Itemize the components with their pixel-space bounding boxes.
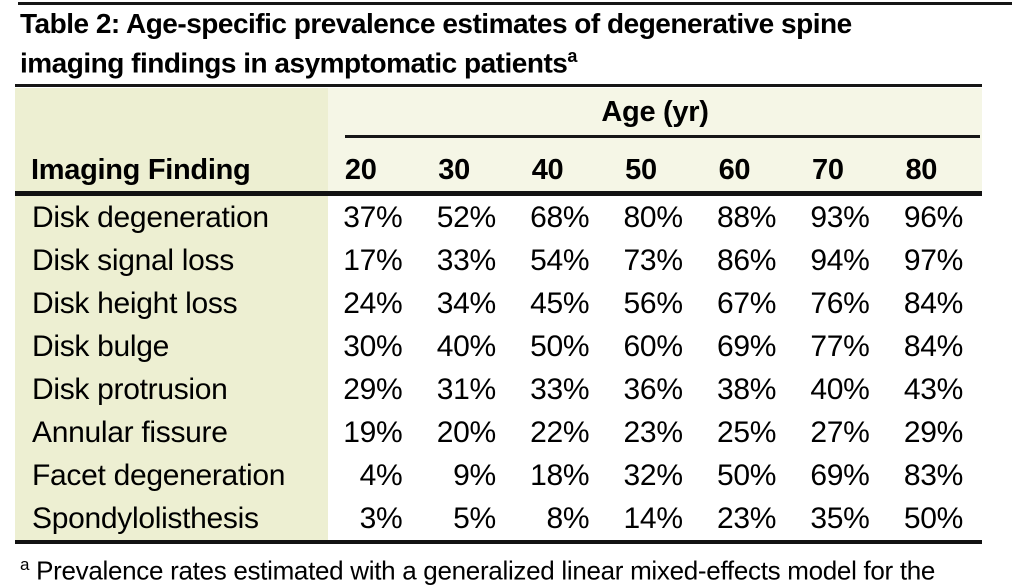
value-cell: 38% [716, 372, 777, 406]
age-group-header: Age (yr) [601, 96, 709, 128]
column-header-imaging-finding: Imaging Finding [31, 154, 251, 186]
value-cell: 76% [810, 286, 870, 320]
value-cell: 24% [343, 286, 403, 320]
table-row: Spondylolisthesis 3% 5% 8% 14% 23% 35% 5… [15, 497, 982, 540]
value-cell: 33% [436, 243, 496, 277]
value-cell: 9% [453, 458, 496, 492]
value-cell: 30% [343, 329, 403, 363]
value-cell: 18% [530, 458, 590, 492]
value-cell: 19% [343, 415, 403, 449]
title-divider-rule [15, 84, 982, 87]
value-cell: 40% [436, 329, 496, 363]
table-row: Disk bulge 30% 40% 50% 60% 69% 77% 84% [15, 325, 982, 368]
value-cell: 31% [436, 372, 496, 406]
value-cell: 54% [530, 243, 590, 277]
table-row: Annular fissure 19% 20% 22% 23% 25% 27% … [15, 411, 982, 454]
finding-cell: Disk degeneration [15, 196, 328, 239]
footnote-text: Prevalence rates estimated with a genera… [36, 555, 936, 586]
value-cell: 69% [716, 329, 777, 363]
value-cell: 84% [903, 286, 963, 320]
title-footnote-marker: a [567, 46, 577, 66]
value-cell: 68% [530, 200, 590, 234]
table-title-line1: Table 2: Age-specific prevalence estimat… [20, 8, 852, 39]
value-cell: 17% [343, 243, 403, 277]
value-cell: 84% [903, 329, 963, 363]
table-bottom-rule [15, 540, 982, 544]
value-cell: 69% [810, 458, 870, 492]
table-footnote: a Prevalence rates estimated with a gene… [20, 548, 1005, 588]
table-title-line2: imaging findings in asymptomatic patient… [20, 46, 577, 79]
table-header: Age (yr) Imaging Finding 20 30 40 50 60 … [15, 88, 982, 192]
value-cell: 97% [903, 243, 963, 277]
table-row: Disk degeneration 37% 52% 68% 80% 88% 93… [15, 196, 982, 239]
value-cell: 33% [530, 372, 590, 406]
finding-cell: Disk height loss [15, 282, 328, 325]
table-row: Disk height loss 24% 34% 45% 56% 67% 76%… [15, 282, 982, 325]
value-cell: 88% [716, 200, 777, 234]
value-cell: 73% [623, 243, 683, 277]
value-cell: 80% [623, 200, 683, 234]
table-row: Facet degeneration 4% 9% 18% 32% 50% 69%… [15, 454, 982, 497]
value-cell: 93% [810, 200, 870, 234]
value-cell: 60% [623, 329, 683, 363]
value-cell: 50% [716, 458, 777, 492]
table-title: Table 2: Age-specific prevalence estimat… [20, 8, 852, 79]
value-cell: 34% [436, 286, 496, 320]
header-divider-rule [15, 191, 982, 196]
value-cell: 50% [903, 501, 963, 535]
finding-cell: Spondylolisthesis [15, 497, 328, 540]
column-header-age-70: 70 [812, 154, 844, 186]
value-cell: 14% [623, 501, 683, 535]
value-cell: 25% [716, 415, 777, 449]
value-cell: 32% [623, 458, 683, 492]
value-cell: 5% [453, 501, 496, 535]
value-cell: 37% [343, 200, 403, 234]
finding-cell: Facet degeneration [15, 454, 328, 497]
table-row: Disk protrusion 29% 31% 33% 36% 38% 40% … [15, 368, 982, 411]
value-cell: 96% [903, 200, 963, 234]
value-cell: 86% [716, 243, 777, 277]
finding-cell: Disk signal loss [15, 239, 328, 282]
value-cell: 52% [436, 200, 496, 234]
value-cell: 56% [623, 286, 683, 320]
value-cell: 20% [436, 415, 496, 449]
table-body: Disk degeneration 37% 52% 68% 80% 88% 93… [15, 196, 982, 540]
value-cell: 77% [810, 329, 870, 363]
value-cell: 43% [903, 372, 963, 406]
value-cell: 94% [810, 243, 870, 277]
value-cell: 22% [530, 415, 590, 449]
column-header-age-30: 30 [438, 154, 470, 186]
value-cell: 45% [530, 286, 590, 320]
column-header-age-80: 80 [905, 154, 938, 186]
value-cell: 23% [716, 501, 777, 535]
finding-cell: Annular fissure [15, 411, 328, 454]
page-top-rule [18, 2, 1012, 5]
value-cell: 3% [359, 501, 403, 535]
table-row: Disk signal loss 17% 33% 54% 73% 86% 94%… [15, 239, 982, 282]
finding-cell: Disk bulge [15, 325, 328, 368]
finding-cell: Disk protrusion [15, 368, 328, 411]
footnote-marker: a [20, 555, 30, 574]
column-header-age-50: 50 [625, 154, 657, 186]
value-cell: 83% [903, 458, 963, 492]
value-cell: 67% [716, 286, 777, 320]
value-cell: 50% [530, 329, 590, 363]
column-header-age-60: 60 [718, 154, 751, 186]
value-cell: 4% [359, 458, 403, 492]
value-cell: 27% [810, 415, 870, 449]
value-cell: 29% [343, 372, 403, 406]
value-cell: 40% [810, 372, 870, 406]
finding-column-header-band [15, 88, 328, 192]
value-cell: 8% [546, 501, 590, 535]
column-header-row: Imaging Finding 20 30 40 50 60 70 80 [15, 154, 982, 187]
column-header-age-20: 20 [344, 154, 377, 186]
value-cell: 29% [903, 415, 963, 449]
column-header-age-40: 40 [531, 154, 564, 186]
age-group-underline [345, 135, 980, 138]
value-cell: 23% [623, 415, 683, 449]
value-cell: 35% [810, 501, 870, 535]
value-cell: 36% [623, 372, 683, 406]
